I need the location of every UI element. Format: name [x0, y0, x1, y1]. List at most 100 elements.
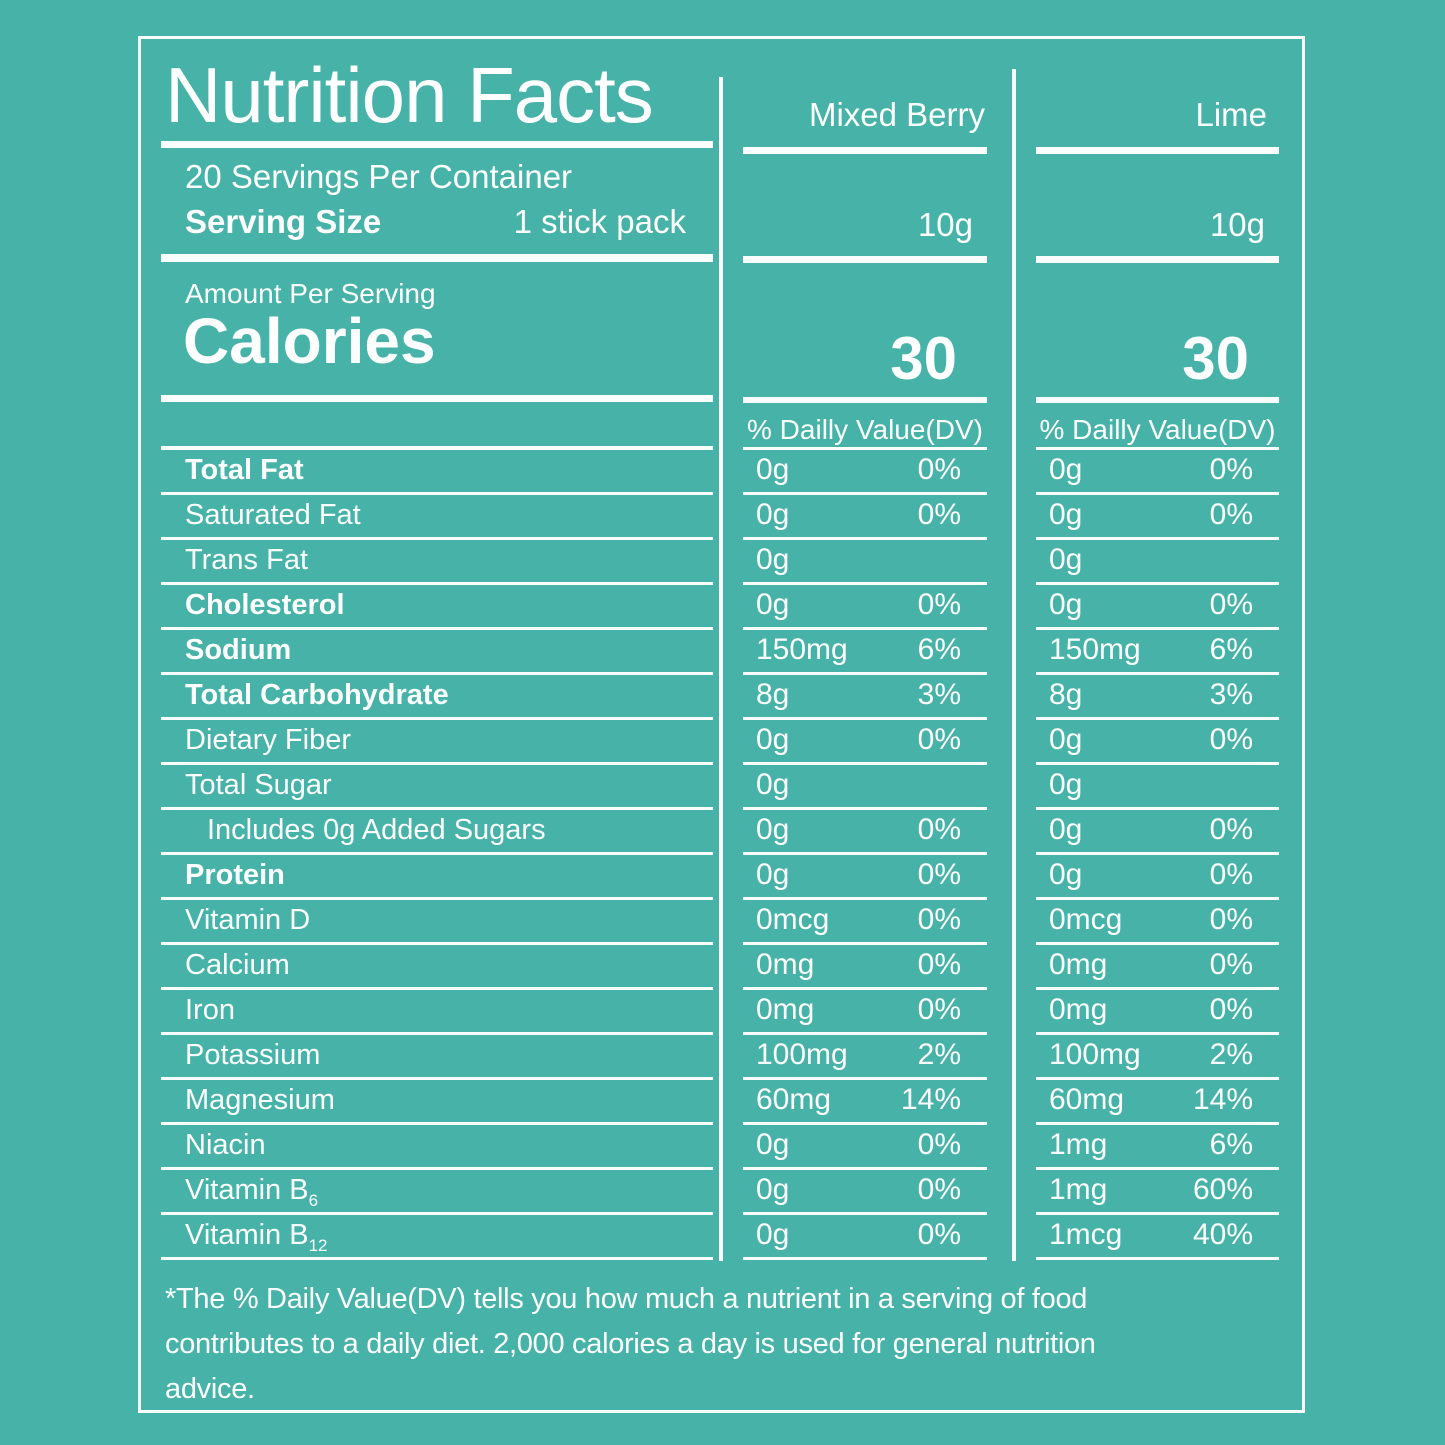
daily-value-header: % Dailly Value(DV): [1039, 414, 1276, 445]
nutrient-amount: 0g: [756, 453, 790, 486]
flavor-header-rule: [743, 147, 987, 154]
nutrient-amount: 0g: [756, 768, 790, 801]
nutrient-row-values: 150mg 6%: [1036, 630, 1279, 675]
flavor-header-rule: [1036, 147, 1279, 154]
nutrient-row-values: 1mg 6%: [1036, 1125, 1279, 1170]
nutrient-name: Includes 0g Added Sugars: [207, 814, 546, 846]
amount-per-serving: Amount Per Serving: [185, 278, 436, 309]
nutrient-row-label: Total Sugar: [161, 765, 713, 810]
nutrient-row-values: 0g 0%: [1036, 855, 1279, 900]
nutrient-daily-value: 6%: [917, 633, 961, 666]
serving-size-label: Serving Size: [185, 203, 382, 240]
nutrient-daily-value: 0%: [917, 948, 961, 981]
nutrient-row-values: 0g 0%: [1036, 585, 1279, 630]
nutrient-name: Dietary Fiber: [185, 724, 351, 756]
flavor-table-top-rule: [1036, 447, 1279, 450]
nutrient-amount: 100mg: [1049, 1038, 1141, 1071]
flavor-calories-rule: [1036, 397, 1279, 403]
nutrient-amount: 100mg: [756, 1038, 848, 1071]
nutrient-amount: 1mg: [1049, 1128, 1108, 1161]
serving-size-rule: [161, 254, 713, 262]
nutrient-amount: 0g: [756, 858, 790, 891]
nutrient-row-label: Protein: [161, 855, 713, 900]
nutrient-row-values: 0g 0%: [1036, 720, 1279, 765]
nutrient-row-values: 0mcg 0%: [743, 900, 987, 945]
footnote-text: *The % Daily Value(DV) tells you how muc…: [165, 1283, 1096, 1405]
nutrient-daily-value: 0%: [917, 993, 961, 1026]
nutrient-row-values: 0mg 0%: [743, 945, 987, 990]
nutrient-amount: 0g: [756, 1218, 790, 1251]
nutrient-amount: 1mcg: [1049, 1218, 1123, 1251]
nutrient-row-values: 0g 0%: [743, 1215, 987, 1260]
nutrient-row-values: 1mg 60%: [1036, 1170, 1279, 1215]
nutrient-daily-value: 0%: [1209, 858, 1253, 891]
nutrient-daily-value: 0%: [917, 1173, 961, 1206]
nutrient-daily-value: 0%: [917, 588, 961, 621]
table-top-rule: [161, 446, 713, 450]
nutrient-name: Magnesium: [185, 1084, 335, 1116]
flavor-name-mixed-berry: Mixed Berry: [808, 96, 985, 133]
nutrient-amount: 0g: [756, 498, 790, 531]
flavor-table-top-rule: [743, 447, 987, 450]
nutrient-daily-value: 0%: [917, 1218, 961, 1251]
flavor-serving-size: 10g: [917, 206, 973, 243]
calories-heading: Calories: [183, 305, 436, 377]
nutrient-row-values: 0g 0%: [743, 450, 987, 495]
nutrient-row-values: 0g: [743, 765, 987, 810]
nutrient-amount: 0g: [1049, 768, 1083, 801]
nutrient-daily-value: 3%: [917, 678, 961, 711]
nutrient-row-label: Potassium: [161, 1035, 713, 1080]
nutrient-daily-value: 0%: [917, 903, 961, 936]
nutrient-name: Niacin: [185, 1129, 266, 1161]
nutrient-amount: 0g: [756, 588, 790, 621]
serving-size-value: 1 stick pack: [513, 203, 686, 240]
nutrient-name: Calcium: [185, 949, 290, 981]
title-rule: [161, 141, 713, 148]
nutrient-name: Vitamin B12: [185, 1219, 328, 1255]
nutrient-daily-value: 0%: [1209, 903, 1253, 936]
nutrient-daily-value: 0%: [917, 498, 961, 531]
nutrient-name: Vitamin B6: [185, 1174, 319, 1210]
nutrient-row-label: Total Carbohydrate: [161, 675, 713, 720]
nutrient-daily-value: 6%: [1209, 633, 1253, 666]
nutrient-row-label: Vitamin D: [161, 900, 713, 945]
nutrient-amount: 0g: [1049, 813, 1083, 846]
nutrient-row-values: 0g: [1036, 540, 1279, 585]
column-divider-left: [719, 77, 723, 1261]
nutrient-row-label: Trans Fat: [161, 540, 713, 585]
nutrient-daily-value: 0%: [1209, 993, 1253, 1026]
nutrient-row-values: 100mg 2%: [743, 1035, 987, 1080]
nutrient-daily-value: 14%: [900, 1083, 961, 1116]
nutrient-row-values: 0mg 0%: [743, 990, 987, 1035]
nutrient-amount: 0g: [1049, 858, 1083, 891]
nutrient-row-values: 0mg 0%: [1036, 945, 1279, 990]
nutrient-row-values: 0mg 0%: [1036, 990, 1279, 1035]
nutrient-daily-value: 3%: [1209, 678, 1253, 711]
nutrient-row-label: Total Fat: [161, 450, 713, 495]
nutrient-row-values: 8g 3%: [1036, 675, 1279, 720]
nutrient-amount: 0g: [1049, 498, 1083, 531]
nutrient-values-table-mixed-berry: 0g 0% 0g 0% 0g 0g 0% 150mg 6% 8g 3% 0g 0% 0g 0g 0% 0g 0% 0…: [743, 450, 987, 1260]
nutrient-amount: 0mg: [1049, 948, 1108, 981]
flavor-name-lime: Lime: [1195, 96, 1267, 133]
daily-value-header: % Dailly Value(DV): [747, 414, 983, 445]
nutrient-name: Protein: [185, 859, 285, 891]
nutrient-values-table-lime: 0g 0% 0g 0% 0g 0g 0% 150mg 6% 8g 3% 0g 0% 0g 0g 0% 0g 0% 0…: [1036, 450, 1279, 1260]
nutrient-row-label: Vitamin B12: [161, 1215, 713, 1260]
nutrient-row-values: 100mg 2%: [1036, 1035, 1279, 1080]
nutrient-row-values: 0g 0%: [743, 585, 987, 630]
nutrient-amount: 8g: [1049, 678, 1083, 711]
nutrient-name: Vitamin D: [185, 904, 311, 936]
nutrient-daily-value: 0%: [1209, 453, 1253, 486]
calories-rule: [161, 395, 713, 402]
nutrient-row-values: 0g 0%: [743, 495, 987, 540]
nutrient-row-label: Dietary Fiber: [161, 720, 713, 765]
nutrition-label: Nutrition Facts 20 Servings Per Containe…: [138, 36, 1305, 1413]
nutrient-row-values: 0g 0%: [1036, 495, 1279, 540]
nutrient-row-label: Magnesium: [161, 1080, 713, 1125]
nutrient-amount: 150mg: [1049, 633, 1141, 666]
nutrient-amount: 60mg: [756, 1083, 832, 1116]
nutrient-daily-value: 2%: [1209, 1038, 1253, 1071]
nutrient-row-values: 0g 0%: [743, 1125, 987, 1170]
flavor-column-lime: Lime 10g 30 % Dailly Value(DV) 0g 0% 0g 0% 0…: [1036, 39, 1279, 1410]
